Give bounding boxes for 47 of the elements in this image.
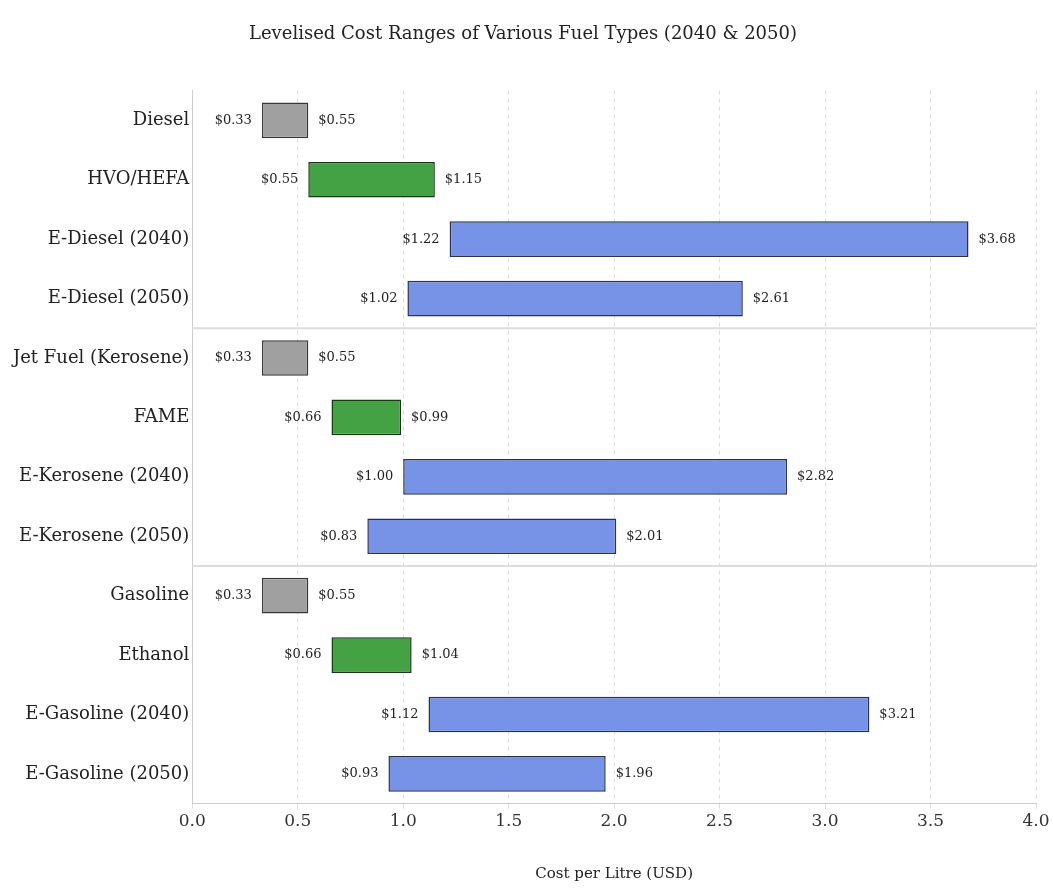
y-tick-label: FAME — [133, 405, 190, 427]
y-tick-label: E-Diesel (2040) — [47, 226, 190, 248]
annotation: $1.00 — [355, 468, 394, 484]
y-tick-label: Gasoline — [110, 583, 190, 605]
annotation: $1.22 — [402, 230, 440, 246]
annotation: $3.68 — [978, 230, 1016, 246]
annotation: $2.61 — [752, 289, 791, 305]
annotation: $1.02 — [360, 289, 398, 305]
x-tick-label: 2.5 — [706, 810, 734, 831]
x-tick-label: 3.0 — [811, 810, 839, 831]
annotation: $0.55 — [318, 349, 356, 365]
annotation: $2.82 — [797, 468, 835, 484]
y-tick-label: E-Kerosene (2050) — [18, 523, 190, 545]
chart-title: Levelised Cost Ranges of Various Fuel Types (2040 & 2050) — [249, 22, 797, 44]
annotation: $0.33 — [214, 111, 252, 127]
annotation: $0.93 — [341, 765, 379, 781]
annotation: $1.04 — [421, 646, 459, 662]
annotation: $0.66 — [284, 646, 322, 662]
annotation: $1.12 — [381, 705, 419, 721]
x-tick-label: 3.5 — [917, 810, 945, 831]
x-tick-label: 2.0 — [600, 810, 628, 831]
x-axis-title: Cost per Litre (USD) — [535, 863, 693, 882]
annotation: $0.55 — [318, 587, 356, 603]
y-tick-label: Ethanol — [118, 642, 190, 664]
x-tick-label: 1.0 — [389, 810, 417, 831]
x-tick-label: 0.5 — [284, 810, 312, 831]
y-tick-label: E-Gasoline (2050) — [25, 761, 190, 783]
annotation: $3.21 — [879, 705, 917, 721]
annotation: $1.15 — [444, 171, 483, 187]
annotation: $2.01 — [626, 527, 664, 543]
y-tick-label: E-Kerosene (2040) — [18, 464, 190, 486]
annotation: $0.33 — [214, 587, 252, 603]
annotation: $0.33 — [214, 349, 252, 365]
y-tick-label: E-Diesel (2050) — [47, 286, 190, 308]
x-tick-label: 1.5 — [495, 810, 523, 831]
y-tick-label: Diesel — [132, 107, 190, 129]
annotation: $0.83 — [320, 527, 358, 543]
y-tick-label: E-Gasoline (2040) — [25, 702, 190, 724]
annotation: $0.99 — [411, 408, 449, 424]
annotation: $0.66 — [284, 408, 322, 424]
annotation: $1.96 — [615, 765, 653, 781]
x-tick-label: 4.0 — [1022, 810, 1050, 831]
annotation: $0.55 — [318, 111, 356, 127]
annotation: $0.55 — [261, 171, 299, 187]
x-tick-label: 0.0 — [178, 810, 206, 831]
y-tick-label: Jet Fuel (Kerosene) — [10, 345, 190, 367]
y-tick-label: HVO/HEFA — [87, 167, 191, 189]
